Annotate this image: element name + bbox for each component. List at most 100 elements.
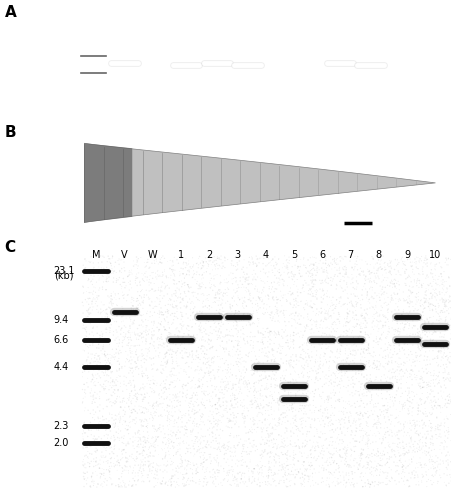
Point xyxy=(127,342,134,350)
Point xyxy=(232,483,239,491)
Point xyxy=(383,449,390,457)
Point xyxy=(258,450,265,458)
Point xyxy=(90,480,97,488)
Point xyxy=(157,272,164,280)
Point xyxy=(346,462,353,470)
Point xyxy=(120,446,127,454)
Point xyxy=(318,388,326,396)
Point xyxy=(236,274,243,282)
Point xyxy=(377,386,384,394)
Point xyxy=(135,335,142,343)
Point xyxy=(240,363,247,371)
Point xyxy=(435,379,442,387)
Point xyxy=(337,341,344,349)
Point xyxy=(344,461,351,469)
Point xyxy=(390,283,398,291)
Point xyxy=(400,279,408,287)
Point xyxy=(406,426,414,434)
Point xyxy=(441,352,448,360)
Point xyxy=(416,435,423,443)
Point xyxy=(149,372,156,380)
Point xyxy=(404,315,412,323)
Point xyxy=(119,477,126,485)
Point xyxy=(434,324,441,331)
Point xyxy=(138,333,145,341)
Point xyxy=(410,358,417,366)
Point xyxy=(381,461,388,469)
Point xyxy=(349,302,356,310)
Point xyxy=(318,409,325,417)
Point xyxy=(385,349,393,357)
Point xyxy=(80,271,87,279)
Point xyxy=(265,454,273,462)
Point xyxy=(277,432,284,440)
Point xyxy=(281,372,288,380)
Point xyxy=(129,308,136,316)
Point xyxy=(229,477,236,485)
Point xyxy=(253,302,261,310)
Point xyxy=(396,296,403,304)
Point xyxy=(410,258,417,266)
Point xyxy=(85,295,92,303)
Point xyxy=(176,290,183,298)
Point xyxy=(384,318,391,326)
Point xyxy=(107,362,114,370)
Point xyxy=(332,285,339,293)
Point xyxy=(299,477,307,485)
Point xyxy=(388,432,395,440)
Point xyxy=(363,265,370,273)
Point xyxy=(432,338,439,346)
Point xyxy=(209,272,217,280)
Point xyxy=(371,361,378,369)
Point xyxy=(375,471,382,479)
Point xyxy=(244,407,252,415)
Point xyxy=(379,347,386,355)
Point xyxy=(230,443,238,451)
Point xyxy=(402,442,410,450)
Point xyxy=(422,329,430,336)
Point xyxy=(268,429,275,437)
Point xyxy=(162,283,169,291)
Point xyxy=(192,320,199,328)
Point xyxy=(247,297,254,305)
Point xyxy=(186,400,193,408)
Point xyxy=(105,293,112,301)
Point xyxy=(178,352,186,360)
Point xyxy=(98,337,106,345)
Point xyxy=(119,317,126,325)
Point xyxy=(95,259,102,267)
Point xyxy=(171,272,178,280)
Point xyxy=(227,392,234,400)
Point xyxy=(378,435,385,443)
Point xyxy=(274,327,281,335)
Point xyxy=(213,254,221,262)
Point xyxy=(420,304,428,312)
Point xyxy=(356,473,363,481)
Point xyxy=(248,372,255,380)
Point xyxy=(182,359,190,367)
Point xyxy=(420,461,427,469)
Point xyxy=(280,314,288,322)
Point xyxy=(200,353,207,361)
Point xyxy=(388,381,395,389)
Point xyxy=(394,325,401,332)
Point xyxy=(154,366,162,374)
Point xyxy=(344,361,352,369)
Point xyxy=(316,433,324,441)
Point xyxy=(431,430,439,438)
Point xyxy=(207,356,215,364)
Point xyxy=(127,397,135,405)
Point xyxy=(122,449,129,457)
Point xyxy=(222,313,229,321)
Point xyxy=(106,379,114,387)
Point xyxy=(330,412,337,419)
Point xyxy=(330,254,338,262)
Point xyxy=(325,471,332,479)
Point xyxy=(137,287,145,295)
Point xyxy=(161,384,168,392)
Point xyxy=(308,253,315,261)
Point xyxy=(363,260,370,268)
Point xyxy=(216,363,223,371)
Point xyxy=(412,293,419,301)
Point xyxy=(146,302,153,310)
